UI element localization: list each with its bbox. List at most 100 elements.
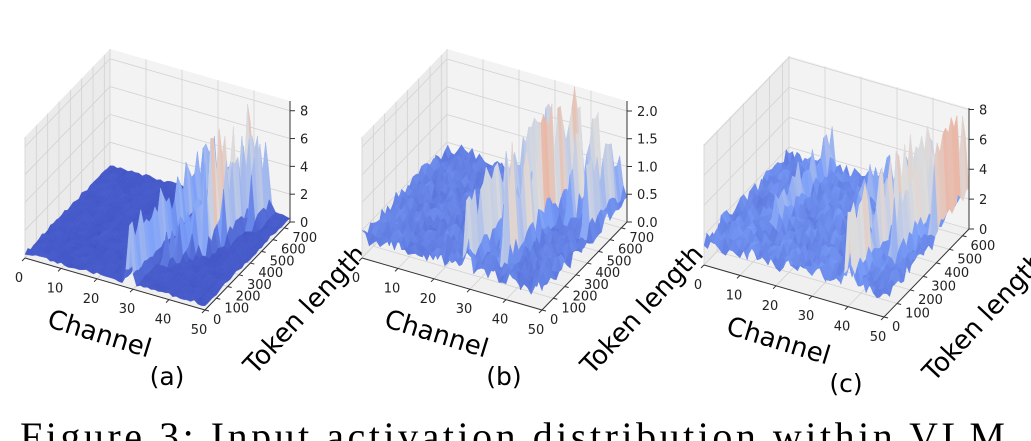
tick-mark [598, 250, 603, 253]
tick-mark [394, 268, 399, 272]
gridline [24, 114, 111, 203]
tick-mark [736, 275, 741, 279]
tick-mark [227, 286, 232, 289]
channel-tick-label: 0 [15, 271, 23, 286]
tick-mark [883, 316, 889, 319]
channel-tick-label: 20 [83, 292, 100, 307]
tick-mark [844, 306, 849, 310]
tick-mark [204, 309, 210, 312]
channel-tick-label: 30 [798, 309, 815, 324]
panel-label: (a) [150, 362, 185, 391]
tick-mark [57, 268, 62, 272]
tick-mark [538, 309, 543, 314]
channel-tick-label: 10 [47, 281, 64, 296]
tick-mark [923, 275, 928, 278]
token-tick-label: 500 [957, 252, 982, 267]
figure-caption: Figure 3: Input activation distribution … [20, 414, 1005, 441]
tick-mark [21, 257, 26, 262]
token-axis-label: Token length [916, 246, 1031, 388]
channel-tick-label: 0 [352, 271, 360, 286]
gridline [24, 58, 111, 148]
channel-axis-label: Channel [723, 311, 834, 371]
gridline [109, 58, 291, 112]
z-tick-label: 0 [979, 223, 987, 238]
tick-mark [553, 297, 558, 300]
channel-tick-label: 40 [492, 313, 509, 328]
token-tick-label: 0 [550, 313, 558, 328]
token-axis-label: Token length [237, 239, 372, 381]
z-tick-label: 2 [300, 188, 308, 203]
z-tick-label: 1.0 [637, 160, 658, 175]
token-tick-label: 0 [213, 313, 221, 328]
tick-mark [93, 278, 98, 283]
token-tick-label: 200 [918, 293, 943, 308]
channel-tick-label: 50 [191, 323, 208, 338]
channel-tick-label: 50 [870, 330, 887, 345]
channel-axis-label: Channel [381, 304, 492, 364]
tick-mark [238, 274, 244, 277]
z-tick-label: 2.0 [637, 105, 658, 120]
z-tick-label: 8 [300, 105, 308, 120]
tick-mark [165, 299, 170, 303]
tick-mark [936, 262, 941, 265]
channel-tick-label: 10 [384, 281, 401, 296]
tick-mark [261, 250, 266, 253]
channel-tick-label: 0 [694, 278, 702, 293]
token-tick-label: 700 [629, 231, 654, 246]
channel-tick-label: 30 [119, 302, 136, 317]
tick-mark [430, 278, 435, 283]
gridline [109, 86, 291, 139]
tick-mark [910, 289, 915, 292]
gridline [24, 86, 111, 175]
channel-tick-label: 40 [155, 313, 172, 328]
tick-mark [575, 274, 581, 277]
token-tick-label: 400 [944, 266, 969, 281]
gridline [24, 141, 111, 231]
z-tick-label: 6 [300, 133, 308, 148]
token-axis-label: Token length [574, 239, 709, 381]
tick-mark [466, 288, 471, 293]
channel-tick-label: 20 [762, 299, 779, 314]
z-tick-label: 0.5 [637, 188, 658, 203]
tick-mark [129, 288, 134, 293]
tick-mark [250, 262, 255, 265]
surface-plot-c: 01020304050010020030040050060002468Chann… [694, 56, 1031, 398]
z-tick-label: 0.0 [637, 216, 658, 231]
token-tick-label: 300 [931, 279, 956, 294]
channel-tick-label: 20 [420, 292, 437, 307]
z-tick-label: 8 [979, 103, 987, 118]
tick-mark [272, 239, 278, 242]
surface-plot-b: 0102030405001002003004005006007000.00.51… [352, 49, 710, 391]
tick-mark [808, 295, 813, 300]
surface-plot-a: 01020304050010020030040050060070002468Ch… [15, 49, 373, 391]
tick-mark [216, 297, 221, 300]
tick-mark [621, 227, 626, 230]
panel-label: (b) [486, 362, 521, 391]
tick-mark [772, 285, 777, 290]
token-tick-label: 0 [892, 320, 900, 335]
panel-label: (c) [829, 369, 862, 398]
tick-mark [896, 302, 902, 305]
channel-tick-label: 50 [528, 323, 545, 338]
tick-mark [587, 262, 592, 265]
tick-mark [880, 316, 885, 321]
tick-mark [949, 248, 954, 251]
channel-tick-label: 30 [456, 302, 473, 317]
token-tick-label: 100 [905, 306, 930, 321]
tick-mark [284, 227, 289, 230]
z-tick-label: 2 [979, 193, 987, 208]
channel-axis-label: Channel [44, 304, 155, 364]
z-tick-label: 4 [979, 163, 987, 178]
tick-mark [564, 286, 569, 289]
left-pane [25, 49, 110, 258]
tick-mark [201, 309, 206, 314]
token-tick-label: 600 [970, 239, 995, 254]
token-tick-label: 700 [292, 231, 317, 246]
z-tick-label: 0 [300, 216, 308, 231]
channel-tick-label: 10 [726, 288, 743, 303]
tick-mark [541, 309, 547, 312]
channel-tick-label: 40 [834, 320, 851, 335]
tick-mark [609, 239, 615, 242]
tick-mark [502, 299, 507, 303]
